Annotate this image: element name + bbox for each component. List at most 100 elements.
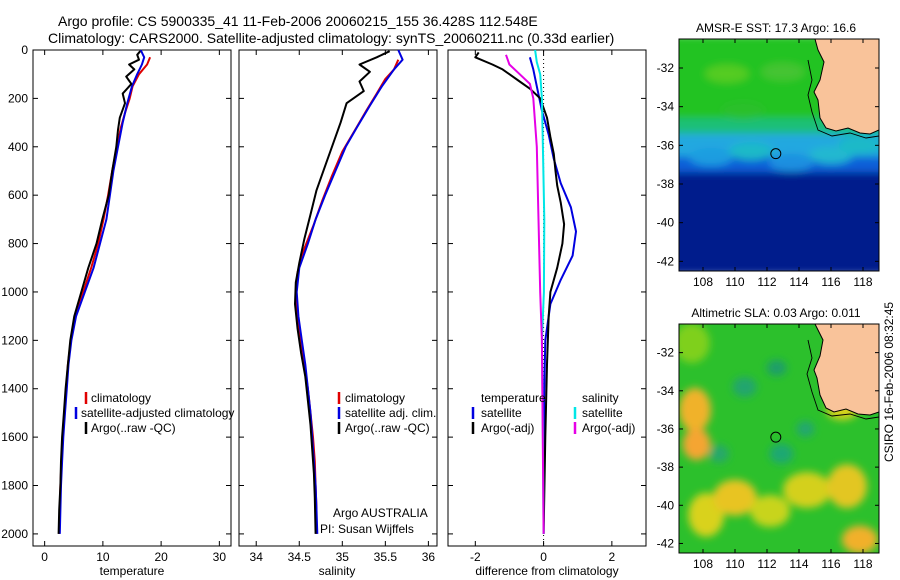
x-tick-label: 35.5 <box>374 550 398 564</box>
header-line2: Climatology: CARS2000. Satellite-adjuste… <box>48 30 614 46</box>
temperature-xlabel: temperature <box>100 564 165 578</box>
depth-tick-label: 600 <box>8 188 28 202</box>
legend-temp-argo: Argo(-adj) <box>481 421 534 435</box>
difference-axes <box>447 49 647 547</box>
sla-patch <box>713 479 757 516</box>
legend-argo: Argo(..raw -QC) <box>91 421 176 435</box>
sst-patch <box>689 147 733 166</box>
sla-patch <box>766 359 787 376</box>
australia-land <box>814 324 879 415</box>
legend-sal-satellite: satellite <box>582 406 623 420</box>
lon-tick-label: 118 <box>853 275 872 289</box>
sla-patch <box>750 495 791 528</box>
difference-series <box>474 49 577 534</box>
x-tick-label: 20 <box>154 550 168 564</box>
x-tick-label: 0 <box>41 550 48 564</box>
legend-temp-satellite: satellite <box>481 406 522 420</box>
lat-tick-label: -34 <box>657 100 675 114</box>
sla-field <box>679 324 879 553</box>
depth-tick-label: 2000 <box>1 527 28 541</box>
coastline <box>813 324 879 416</box>
argo-float-marker <box>770 148 782 160</box>
sst-patch <box>721 101 765 120</box>
lon-tick-label: 114 <box>789 557 808 571</box>
lat-tick-label: -42 <box>657 536 675 550</box>
sla-patch <box>769 443 794 464</box>
lat-tick-label: -40 <box>657 216 675 230</box>
sla-lat-ticks: -32 -34 -36 -38 -40 -42 <box>657 346 879 550</box>
difference-panel: -2 0 2 difference from climatology tempera… <box>447 49 647 578</box>
sla-patch <box>783 472 831 509</box>
lat-tick-label: -34 <box>657 384 675 398</box>
lat-tick-label: -32 <box>657 346 675 360</box>
difference-legend: temperature salinity satellite Argo(-adj… <box>471 391 635 435</box>
temperature-series <box>57 49 152 534</box>
depth-tick-labels: 0 200 400 600 800 1000 1200 1400 1600 1800 2000 <box>1 43 231 541</box>
legend-title-salinity: salinity <box>582 391 619 405</box>
sst-lat-ticks: -32 -34 -36 -38 -40 -42 <box>657 61 879 268</box>
sla-patch <box>827 464 867 509</box>
x-tick-label: 2 <box>609 550 616 564</box>
depth-ticks <box>448 49 646 535</box>
x-tick-label: -2 <box>470 550 481 564</box>
series-temperature-satellite <box>528 57 577 534</box>
lon-tick-label: 112 <box>757 557 776 571</box>
sla-map-panel: Altimetric SLA: 0.03 Argo: 0.011 108 110 1… <box>657 302 896 571</box>
sla-patch <box>682 428 711 461</box>
depth-ticks <box>239 49 437 535</box>
depth-tick-label: 0 <box>21 43 28 57</box>
sla-patch <box>841 525 878 553</box>
series-salinity-argo-adj- <box>505 54 545 534</box>
temperature-legend: climatology satellite-adjusted climatolo… <box>74 391 234 435</box>
x-tick-label: 34 <box>250 550 264 564</box>
pi-label: PI: Susan Wijffels <box>320 522 414 536</box>
difference-xlabel: difference from climatology <box>475 564 618 578</box>
depth-tick-label: 1400 <box>1 382 28 396</box>
sst-map-frame <box>678 38 880 272</box>
legend-satellite: satellite-adjusted climatology <box>81 406 234 420</box>
series-argo-raw-qc- <box>294 50 391 534</box>
sst-patch <box>705 64 749 83</box>
x-tick-label: 0 <box>540 550 547 564</box>
lon-tick-label: 116 <box>821 275 840 289</box>
lon-tick-label: 108 <box>693 275 713 289</box>
coastline <box>813 39 879 135</box>
lon-tick-label: 108 <box>693 557 713 571</box>
depth-tick-label: 1600 <box>1 430 28 444</box>
argo-australia-label: Argo AUSTRALIA <box>333 506 428 520</box>
depth-tick-label: 1000 <box>1 285 28 299</box>
salinity-tick-labels: 34 34.5 35 35.5 36 <box>250 50 435 564</box>
depth-tick-label: 400 <box>8 140 28 154</box>
salinity-series <box>294 49 404 534</box>
difference-tick-labels: -2 0 2 <box>470 50 616 564</box>
sla-patch <box>679 324 710 364</box>
lon-tick-label: 114 <box>789 275 808 289</box>
legend-climatology: climatology <box>345 391 405 405</box>
salinity-legend: climatology satellite adj. clim. Argo(..… <box>337 391 436 435</box>
sla-map-title: Altimetric SLA: 0.03 Argo: 0.011 <box>691 306 861 320</box>
header-line1: Argo profile: CS 5900335_41 11-Feb-2006 … <box>58 13 538 29</box>
sst-zone <box>679 172 879 271</box>
legend-sal-argo: Argo(-adj) <box>582 421 635 435</box>
sla-lon-ticks: 108 110 112 114 116 118 <box>693 324 873 571</box>
csiro-timestamp: CSIRO 16-Feb-2006 08:32:45 <box>882 302 896 462</box>
lat-tick-label: -38 <box>657 460 675 474</box>
lat-tick-label: -40 <box>657 498 675 512</box>
series-argo-raw-qc- <box>57 50 141 534</box>
sla-patch <box>709 444 729 463</box>
x-tick-label: 35 <box>336 550 350 564</box>
sst-patch <box>761 62 805 81</box>
salinity-panel: 34 34.5 35 35.5 36 salinity climatology sate… <box>238 49 438 578</box>
legend-title-temperature: temperature <box>481 391 546 405</box>
depth-tick-label: 1200 <box>1 333 28 347</box>
x-tick-label: 34.5 <box>288 550 312 564</box>
lat-tick-label: -36 <box>657 422 675 436</box>
sla-map-frame <box>678 323 880 554</box>
lat-tick-label: -32 <box>657 61 675 75</box>
isobath-contour <box>807 59 879 139</box>
salinity-xlabel: salinity <box>319 564 356 578</box>
temperature-axes <box>32 49 232 547</box>
lon-tick-label: 112 <box>757 275 776 289</box>
lon-tick-label: 116 <box>821 557 840 571</box>
